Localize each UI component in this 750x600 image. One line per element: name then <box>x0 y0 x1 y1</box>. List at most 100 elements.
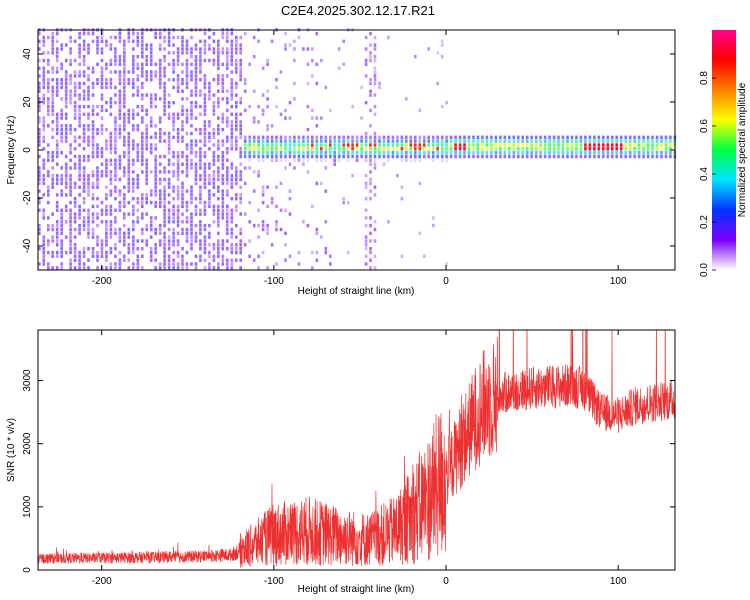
spectrogram-cell <box>329 254 332 258</box>
spectrogram-cell <box>136 181 140 186</box>
spectrogram-cell <box>172 70 175 74</box>
spectrogram-cell <box>266 89 269 93</box>
spectrogram-cell <box>105 193 108 197</box>
spectrogram-cell <box>226 166 229 170</box>
spectrogram-cell <box>324 158 328 162</box>
spectrogram-cell <box>512 147 516 151</box>
spectrogram-cell <box>141 70 144 74</box>
spectrogram-cell <box>373 47 377 51</box>
spectrogram-cell <box>64 139 68 143</box>
spectrogram-cell <box>530 154 533 159</box>
spectrogram-cell <box>91 154 95 159</box>
spectrogram-cell <box>557 143 560 147</box>
spectrogram-cell <box>230 262 234 266</box>
spectrogram-cell <box>190 93 193 97</box>
spectrogram-cell <box>51 239 54 243</box>
spectrogram-cell <box>530 147 533 151</box>
spectrogram-cell <box>38 262 41 266</box>
spectrogram-cell <box>47 62 50 66</box>
spectrogram-cell <box>73 89 77 93</box>
spectrogram-cell <box>51 78 54 82</box>
spectrogram-cell <box>440 143 444 147</box>
spectrogram-cell <box>78 62 81 66</box>
spectrogram-cell <box>167 170 171 174</box>
spectrogram-cell <box>203 177 207 182</box>
spectrogram-cell <box>100 78 104 82</box>
spectrogram-cell <box>190 197 193 201</box>
spectrogram-cell <box>579 139 583 143</box>
spectrogram-cell <box>333 162 336 166</box>
spectrogram-cell <box>369 108 372 113</box>
spectrogram-cell <box>203 39 207 43</box>
spectrogram-cell <box>167 116 171 120</box>
spectrogram-cell <box>91 131 95 136</box>
spectrogram-cell <box>185 231 189 235</box>
spectrogram-cell <box>64 170 68 174</box>
spectrogram-cell <box>369 135 372 139</box>
spectrogram-cell <box>145 170 148 174</box>
spectrogram-cell <box>109 70 113 74</box>
spectrogram-cell <box>293 158 296 162</box>
spectrogram-cell <box>47 104 50 109</box>
y-tick-label: -40 <box>22 238 33 253</box>
spectrogram-cell <box>123 231 126 235</box>
spectrogram-cell <box>73 135 77 139</box>
spectrogram-cell <box>190 116 193 120</box>
spectrogram-cell <box>230 43 234 47</box>
spectrogram-cell <box>47 101 50 105</box>
spectrogram-cell <box>293 47 296 51</box>
spectrogram-cell <box>100 104 104 109</box>
spectrogram-cell <box>185 58 189 63</box>
spectrogram-cell <box>579 151 583 155</box>
spectrogram-cell <box>136 55 140 59</box>
spectrogram-cell <box>628 154 632 159</box>
spectrogram-cell <box>64 250 68 255</box>
spectrogram-cell <box>270 147 274 151</box>
spectrogram-cell <box>38 47 41 51</box>
spectrogram-cell <box>136 200 140 205</box>
spectrogram-cell <box>499 151 502 155</box>
spectrogram-cell <box>132 108 135 113</box>
spectrogram-cell <box>320 143 323 147</box>
spectrogram-cell <box>73 243 77 247</box>
spectrogram-cell <box>221 258 225 262</box>
spectrogram-cell <box>221 120 225 124</box>
spectrogram-cell <box>239 162 242 166</box>
spectrogram-cell <box>91 120 95 124</box>
spectrogram-cell <box>239 266 242 270</box>
spectrogram-cell <box>575 143 578 147</box>
spectrogram-cell <box>114 189 117 193</box>
spectrogram-cell <box>167 151 171 155</box>
spectrogram-cell <box>235 177 238 182</box>
spectrogram-cell <box>472 151 475 155</box>
spectrogram-cell <box>628 143 632 147</box>
y-tick-label: 0 <box>22 567 33 573</box>
spectrogram-cell <box>141 97 144 101</box>
spectrogram-cell <box>364 135 368 139</box>
spectrogram-cell <box>42 247 46 251</box>
spectrogram-cell <box>87 266 90 270</box>
spectrogram-cell <box>230 31 234 36</box>
spectrogram-cell <box>163 204 166 209</box>
spectrogram-cell <box>141 200 144 205</box>
spectrogram-cell <box>217 89 220 93</box>
spectrogram-cell <box>369 247 372 251</box>
spectrogram-cell <box>543 151 547 155</box>
spectrogram-cell <box>141 266 144 270</box>
spectrogram-cell <box>315 250 319 255</box>
spectrogram-cell <box>230 127 234 132</box>
spectrogram-cell <box>445 154 448 159</box>
spectrogram-cell <box>42 166 46 170</box>
spectrogram-cell <box>64 43 68 47</box>
spectrogram-cell <box>96 266 99 270</box>
spectrogram-cell <box>248 220 251 224</box>
spectrogram-cell <box>123 116 126 120</box>
spectrogram-cell <box>141 227 144 232</box>
spectrogram-cell <box>203 135 207 139</box>
spectrogram-cell <box>279 181 283 186</box>
spectrogram-cell <box>167 220 171 224</box>
spectrogram-cell <box>47 227 50 232</box>
spectrogram-cell <box>284 108 287 113</box>
spectrogram-cell <box>208 266 211 270</box>
